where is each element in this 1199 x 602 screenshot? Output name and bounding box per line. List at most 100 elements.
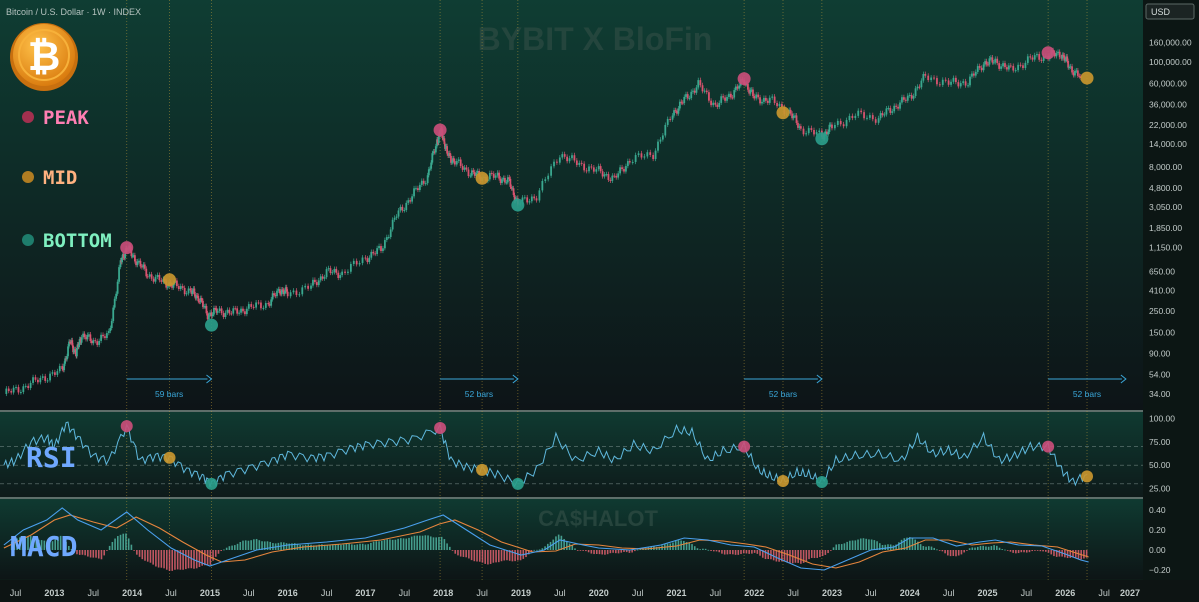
macd-histogram-bar: [435, 537, 438, 550]
time-tick-label: 2014: [122, 588, 142, 598]
price-candle: [766, 100, 769, 103]
price-candle: [436, 139, 438, 147]
macd-histogram-bar: [125, 533, 127, 550]
macd-histogram-bar: [854, 540, 857, 550]
price-candle: [409, 200, 412, 202]
macd-histogram-bar: [609, 550, 612, 554]
price-candle: [450, 155, 452, 163]
macd-histogram-bar: [100, 550, 103, 560]
price-candle: [773, 96, 776, 103]
price-candle: [607, 174, 610, 180]
price-candle: [585, 170, 588, 172]
time-tick-label: Jul: [1098, 588, 1110, 598]
price-candle: [317, 280, 320, 286]
price-candle: [1075, 70, 1078, 72]
macd-histogram-bar: [979, 545, 982, 550]
price-candle: [197, 295, 200, 302]
price-candle: [71, 340, 74, 346]
price-candle: [434, 146, 437, 153]
price-candle: [1062, 54, 1065, 56]
macd-histogram-bar: [772, 550, 775, 561]
price-candle: [116, 281, 119, 294]
price-candle: [1012, 65, 1015, 71]
price-candle: [62, 369, 65, 371]
macd-histogram-bar: [122, 533, 125, 550]
price-candle: [44, 376, 47, 381]
price-candle: [513, 195, 516, 202]
macd-histogram-bar: [721, 550, 723, 554]
price-candle: [728, 93, 730, 98]
macd-histogram-bar: [432, 537, 435, 550]
price-candle: [473, 172, 476, 176]
macd-histogram-bar: [400, 538, 402, 550]
bars-arrow-head: [206, 374, 213, 384]
macd-histogram-bar: [340, 544, 342, 550]
price-candle: [998, 63, 1001, 69]
price-candle: [722, 96, 725, 98]
macd-histogram-bar: [911, 538, 914, 550]
price-candle: [1017, 64, 1020, 71]
macd-histogram-bar: [693, 546, 696, 550]
macd-histogram-bar: [21, 536, 24, 550]
price-candle: [957, 82, 960, 87]
macd-histogram-bar: [506, 550, 508, 561]
price-candle: [726, 97, 728, 101]
price-candle: [1031, 57, 1034, 60]
price-candle: [395, 216, 398, 218]
macd-histogram-bar: [862, 538, 865, 550]
macd-histogram-bar: [971, 547, 974, 550]
time-tick-label: Jul: [787, 588, 799, 598]
rsi-marker-mid: [163, 451, 176, 464]
time-tick-label: 2013: [44, 588, 64, 598]
price-candle: [512, 188, 515, 196]
price-candle: [123, 257, 126, 259]
price-candle: [681, 102, 684, 104]
price-candle: [971, 73, 973, 77]
macd-histogram-bar: [843, 543, 846, 550]
price-candle: [75, 348, 78, 357]
price-candle: [613, 175, 616, 177]
macd-histogram-bar: [794, 550, 797, 563]
price-candle: [628, 161, 631, 163]
macd-histogram-bar: [734, 550, 737, 555]
price-candle: [544, 179, 547, 181]
price-candle: [383, 240, 386, 249]
macd-histogram-bar: [1042, 550, 1044, 552]
price-candle: [609, 179, 612, 181]
price-candle: [411, 196, 414, 202]
macd-histogram-bar: [497, 550, 500, 563]
price-candle: [387, 237, 390, 239]
price-candle: [561, 154, 564, 158]
macd-histogram-bar: [367, 544, 369, 550]
price-candle: [220, 308, 223, 314]
price-candle: [282, 290, 285, 295]
price-candle: [991, 57, 994, 63]
price-candle: [255, 302, 258, 308]
macd-histogram-bar: [51, 541, 54, 550]
price-candle: [37, 379, 39, 383]
currency-badge[interactable]: [1145, 3, 1195, 20]
price-candle: [988, 58, 991, 65]
macd-histogram-bar: [859, 538, 862, 550]
price-candle: [420, 180, 423, 185]
price-candle: [72, 350, 75, 353]
macd-histogram-bar: [176, 550, 179, 570]
price-candle: [358, 263, 361, 265]
price-candle: [933, 77, 935, 79]
macd-histogram-bar: [563, 538, 565, 550]
price-candle: [260, 302, 262, 309]
price-candle: [68, 341, 70, 347]
macd-histogram-bar: [293, 543, 296, 550]
time-tick-label: 2015: [200, 588, 220, 598]
price-tick-label: 34.00: [1149, 389, 1171, 399]
price-candle: [347, 271, 349, 273]
price-candle: [187, 288, 190, 294]
price-candle: [695, 87, 698, 93]
price-candle: [505, 182, 508, 184]
price-candle: [150, 274, 153, 279]
price-candle: [191, 290, 194, 294]
time-tick-label: Jul: [243, 588, 255, 598]
macd-histogram-bar: [429, 536, 432, 550]
macd-histogram-bar: [726, 550, 729, 555]
price-candle: [385, 237, 388, 241]
